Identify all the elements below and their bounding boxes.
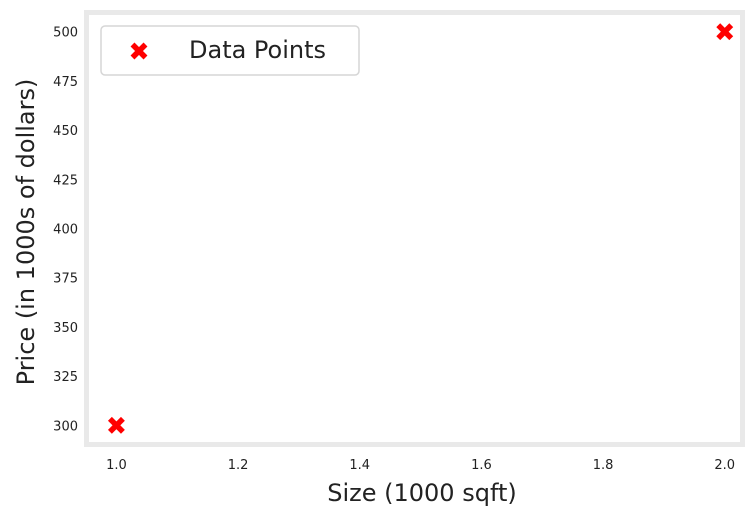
y-tick-label: 350 bbox=[53, 321, 78, 336]
y-tick-label: 400 bbox=[53, 223, 78, 238]
x-tick-label: 1.4 bbox=[349, 458, 370, 473]
x-tick-label: 1.2 bbox=[228, 458, 249, 473]
y-axis-label: Price (in 1000s of dollars) bbox=[12, 79, 40, 386]
x-tick-label: 2.0 bbox=[714, 458, 735, 473]
data-points bbox=[110, 25, 731, 432]
y-tick-label: 300 bbox=[53, 419, 78, 434]
data-point bbox=[110, 419, 123, 432]
y-tick-label: 450 bbox=[53, 124, 78, 139]
x-tick-label: 1.8 bbox=[593, 458, 614, 473]
data-point bbox=[718, 25, 731, 38]
x-tick-label: 1.6 bbox=[471, 458, 492, 473]
legend: Data Points bbox=[101, 26, 359, 75]
x-tick-label: 1.0 bbox=[106, 458, 127, 473]
y-axis-ticks: 300 325 350 375 400 425 450 475 500 bbox=[53, 26, 78, 435]
plot-frame bbox=[87, 13, 743, 445]
legend-label-data-points: Data Points bbox=[189, 36, 326, 64]
y-tick-label: 500 bbox=[53, 26, 78, 41]
y-tick-label: 475 bbox=[53, 75, 78, 90]
y-tick-label: 375 bbox=[53, 272, 78, 287]
y-tick-label: 425 bbox=[53, 173, 78, 188]
y-tick-label: 325 bbox=[53, 370, 78, 385]
x-axis-label: Size (1000 sqft) bbox=[327, 479, 517, 506]
x-axis-ticks: 1.0 1.2 1.4 1.6 1.8 2.0 bbox=[106, 458, 735, 473]
